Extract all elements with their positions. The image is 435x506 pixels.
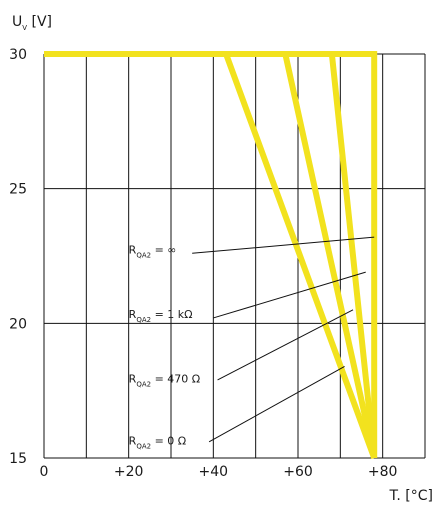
y-tick-label: 25 (9, 182, 27, 198)
series-line-2 (44, 51, 378, 459)
annotation-leader-0 (192, 236, 375, 254)
annotation-leader-1 (213, 271, 366, 319)
y-tick-label: 15 (9, 451, 27, 467)
series-line-0 (44, 51, 378, 458)
annotations: RQA2 = ∞ RQA2 = 1 kΩ RQA2 = 470 Ω RQA2 = 0 … (129, 236, 375, 451)
annotation-leader-3 (208, 365, 345, 443)
x-tick-label: 0 (40, 464, 49, 480)
annotation-label-2: RQA2 = 470 Ω (129, 373, 201, 389)
y-tick-label: 30 (9, 47, 27, 63)
x-axis-label: T. [°C] (389, 488, 434, 504)
axis-labels: UV [V] T. [°C] (12, 14, 433, 504)
x-tick-label: +40 (199, 464, 229, 480)
annotation-leader-2 (217, 309, 354, 381)
y-tick-label: 20 (9, 316, 27, 332)
tick-labels: 0 +20 +40 +60 +80 15 20 25 30 (9, 47, 397, 480)
x-tick-label: +60 (283, 464, 313, 480)
series-line-3 (44, 51, 378, 460)
annotation-label-0: RQA2 = ∞ (129, 243, 177, 259)
annotation-label-3: RQA2 = 0 Ω (129, 435, 187, 451)
series-line-1 (44, 51, 378, 459)
x-tick-label: +20 (114, 464, 144, 480)
annotation-label-1: RQA2 = 1 kΩ (129, 308, 193, 324)
y-axis-label: UV [V] (12, 14, 52, 32)
x-tick-label: +80 (368, 464, 398, 480)
series-lines (44, 51, 378, 460)
